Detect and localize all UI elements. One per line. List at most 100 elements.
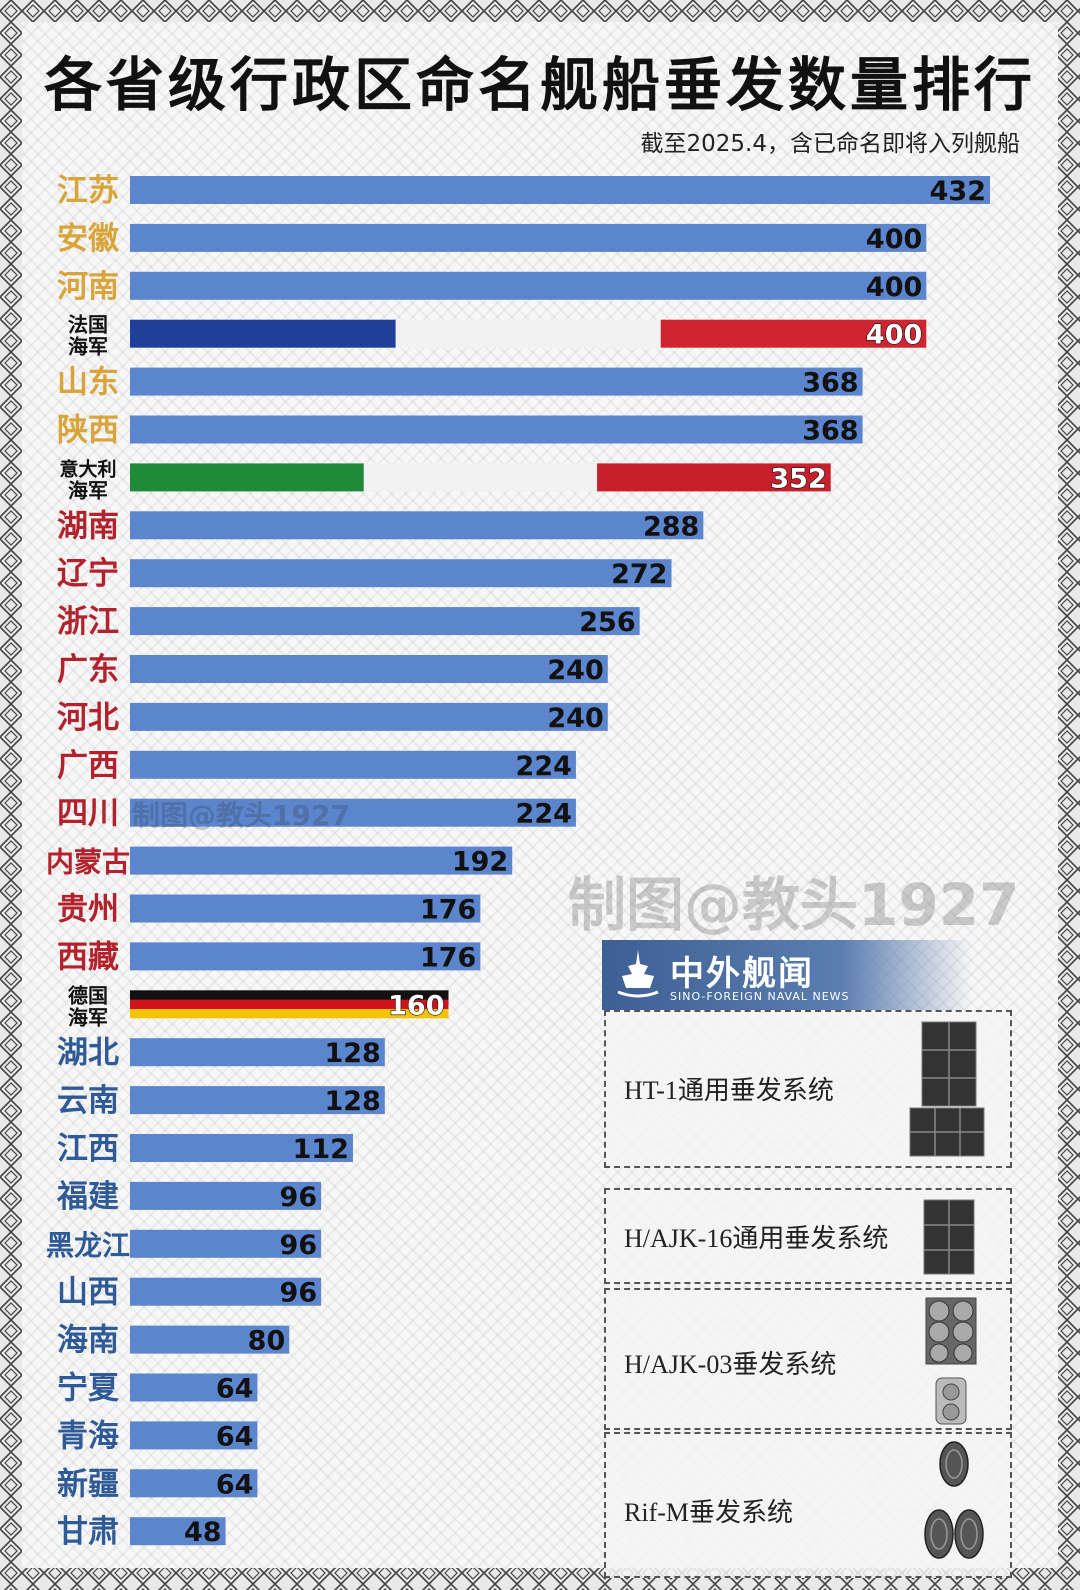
bar-12 — [130, 702, 608, 731]
category-label-18: 德国 — [68, 983, 108, 1007]
bar-15 — [130, 846, 513, 875]
bar-27 — [130, 1421, 258, 1450]
watermark-small: 制图@教头1927 — [132, 799, 350, 832]
value-label-14: 224 — [516, 799, 572, 830]
category-label-16: 贵州 — [57, 892, 119, 928]
value-label-1: 432 — [930, 176, 986, 207]
value-label-21: 112 — [293, 1134, 349, 1165]
value-label-24: 96 — [280, 1278, 318, 1309]
category-label-4: 法国 — [68, 313, 108, 337]
value-label-25: 80 — [248, 1326, 286, 1357]
bar-29 — [130, 1517, 226, 1546]
legend-label: HT-1通用垂发系统 — [624, 1076, 834, 1105]
legend-label: H/AJK-16通用垂发系统 — [624, 1224, 889, 1253]
category-label-12: 河北 — [57, 700, 119, 736]
bar-26 — [130, 1373, 258, 1402]
category-label-28: 新疆 — [57, 1466, 119, 1502]
legend-label: Rif-M垂发系统 — [624, 1498, 794, 1527]
bar-2 — [130, 223, 927, 252]
value-label-20: 128 — [324, 1086, 380, 1117]
value-label-18: 160 — [388, 990, 444, 1021]
category-label-18: 海军 — [68, 1005, 108, 1029]
category-label-6: 陕西 — [57, 413, 119, 449]
category-label-15: 内蒙古 — [46, 846, 130, 879]
category-label-22: 福建 — [56, 1179, 119, 1215]
value-label-12: 240 — [547, 703, 603, 734]
value-label-19: 128 — [324, 1038, 380, 1069]
bar-6 — [130, 415, 863, 444]
category-label-21: 江西 — [57, 1131, 119, 1167]
bar-17 — [130, 942, 481, 971]
value-label-10: 256 — [579, 607, 635, 638]
category-label-7: 海军 — [68, 478, 108, 502]
bar-4 — [130, 319, 927, 348]
category-label-14: 四川 — [57, 796, 119, 832]
value-label-8: 288 — [643, 511, 699, 542]
category-label-10: 浙江 — [57, 604, 119, 640]
brand-name-english: SINO-FOREIGN NAVAL NEWS — [670, 990, 850, 1003]
vls-square-cells-icon — [923, 1199, 975, 1275]
bar-20 — [130, 1086, 385, 1115]
legend-item: Rif-M垂发系统 — [604, 1432, 1012, 1578]
value-label-9: 272 — [611, 559, 667, 590]
category-label-20: 云南 — [57, 1083, 119, 1119]
value-label-11: 240 — [547, 655, 603, 686]
value-label-13: 224 — [516, 751, 572, 782]
bar-18 — [130, 990, 449, 1019]
chart-title: 各省级行政区命名舰船垂发数量排行 — [43, 51, 1036, 119]
chart-subtitle: 截至2025.4，含已命名即将入列舰船 — [640, 131, 1020, 157]
brand-banner: 中外舰闻 SINO-FOREIGN NAVAL NEWS — [602, 940, 972, 1010]
value-label-17: 176 — [420, 942, 476, 973]
bar-5 — [130, 367, 863, 396]
category-label-3: 河南 — [57, 269, 119, 305]
category-label-17: 西藏 — [57, 939, 119, 975]
value-label-4: 400 — [866, 320, 922, 351]
value-label-6: 368 — [802, 416, 858, 447]
bar-8 — [130, 511, 704, 540]
brand-name: 中外舰闻 — [670, 954, 814, 994]
value-label-15: 192 — [452, 847, 508, 878]
bar-9 — [130, 559, 672, 588]
vls-drum-cells-icon — [924, 1441, 984, 1559]
legend-item: H/AJK-16通用垂发系统 — [604, 1188, 1012, 1284]
bar-13 — [130, 750, 576, 779]
bar-22 — [130, 1181, 322, 1210]
value-label-27: 64 — [216, 1421, 254, 1452]
bar-1 — [130, 176, 990, 204]
value-label-3: 400 — [866, 272, 922, 303]
bar-3 — [130, 271, 927, 300]
bar-19 — [130, 1038, 385, 1067]
value-label-2: 400 — [866, 224, 922, 255]
category-label-8: 湖南 — [57, 508, 119, 544]
category-label-13: 广西 — [57, 748, 119, 784]
value-label-23: 96 — [280, 1230, 318, 1261]
category-label-11: 广东 — [57, 652, 119, 688]
category-label-5: 山东 — [57, 365, 119, 401]
bar-16 — [130, 894, 481, 923]
bar-7 — [130, 463, 831, 492]
category-label-1: 江苏 — [57, 173, 119, 209]
legend-label: H/AJK-03垂发系统 — [624, 1350, 837, 1379]
bar-10 — [130, 607, 640, 636]
watermark-large: 制图@教头1927 — [568, 871, 1020, 939]
bar-14 — [130, 798, 576, 827]
category-label-2: 安徽 — [57, 221, 120, 257]
bar-23 — [130, 1229, 322, 1258]
legend-item: H/AJK-03垂发系统 — [604, 1288, 1012, 1430]
bar-25 — [130, 1325, 290, 1354]
value-label-7: 352 — [770, 463, 826, 494]
warship-logo-icon — [617, 950, 659, 998]
value-label-26: 64 — [216, 1374, 254, 1405]
value-label-16: 176 — [420, 895, 476, 926]
category-label-26: 宁夏 — [57, 1371, 120, 1407]
category-label-19: 湖北 — [57, 1035, 119, 1071]
category-label-27: 青海 — [57, 1418, 119, 1454]
category-label-23: 黑龙江 — [46, 1229, 130, 1262]
value-label-28: 64 — [216, 1469, 254, 1500]
category-label-29: 甘肃 — [57, 1514, 119, 1550]
vls-large-cells-icon — [909, 1021, 985, 1157]
value-label-22: 96 — [280, 1182, 318, 1213]
bar-11 — [130, 655, 608, 683]
bar-21 — [130, 1134, 353, 1162]
